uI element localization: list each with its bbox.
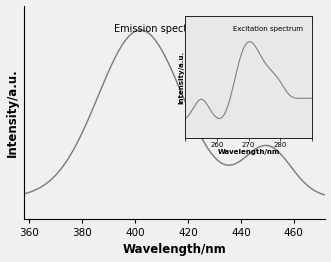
X-axis label: Wavelength/nm: Wavelength/nm	[123, 243, 227, 256]
Text: Emission spectrum: Emission spectrum	[114, 24, 207, 34]
Y-axis label: Intensity/a.u.: Intensity/a.u.	[6, 68, 19, 157]
Text: Excitation spectrum: Excitation spectrum	[233, 26, 304, 32]
X-axis label: Wavelength/nm: Wavelength/nm	[217, 149, 280, 155]
Y-axis label: Intensity/a.u.: Intensity/a.u.	[178, 50, 184, 104]
